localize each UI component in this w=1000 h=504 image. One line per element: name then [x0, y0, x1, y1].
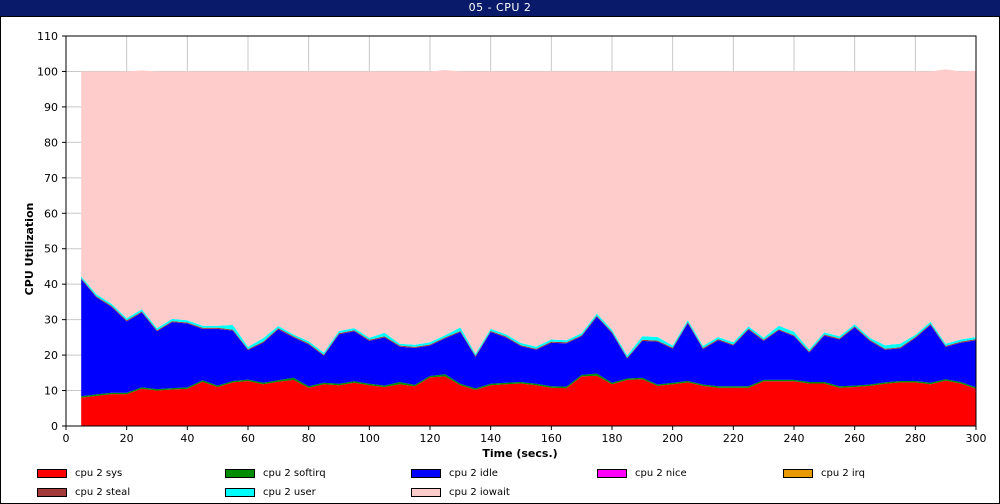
legend-label: cpu 2 idle: [449, 467, 498, 479]
x-tick-label: 120: [420, 432, 441, 445]
legend-item: cpu 2 sys: [37, 466, 122, 480]
x-tick-label: 60: [241, 432, 255, 445]
series-area-cpu-2-idle: [81, 279, 976, 397]
legend-swatch: [225, 487, 255, 497]
legend-swatch: [597, 468, 627, 478]
window-title: 05 - CPU 2: [468, 1, 532, 14]
x-tick-label: 100: [359, 432, 380, 445]
chart-frame: 0 20 40 60 80 100 120 140 160 180 200 220 240 260 280 3…: [0, 16, 1000, 504]
legend-label: cpu 2 softirq: [263, 467, 326, 479]
x-tick-label: 80: [302, 432, 316, 445]
chart-canvas: 0 20 40 60 80 100 120 140 160 180 200 220 240 260 280 3…: [23, 30, 987, 460]
x-tick-label: 160: [541, 432, 562, 445]
y-tick-label: 30: [44, 314, 58, 327]
x-tick-label: 260: [844, 432, 865, 445]
y-tick-label: 80: [44, 136, 58, 149]
legend-item: cpu 2 softirq: [225, 466, 326, 480]
y-tick-label: 100: [37, 65, 58, 78]
y-tick-label: 110: [37, 30, 58, 43]
x-tick-label: 240: [784, 432, 805, 445]
x-tick-label: 40: [180, 432, 194, 445]
legend-label: cpu 2 irq: [821, 467, 865, 479]
x-tick-label: 300: [966, 432, 987, 445]
x-tick-label: 0: [63, 432, 70, 445]
y-tick-label: 60: [44, 207, 58, 220]
series-area-cpu-2-sys: [81, 375, 976, 426]
legend-item: cpu 2 idle: [411, 466, 498, 480]
y-tick-label: 20: [44, 349, 58, 362]
legend-label: cpu 2 nice: [635, 467, 687, 479]
series-area-cpu-2-iowait: [81, 69, 976, 356]
y-tick-label: 40: [44, 278, 58, 291]
y-tick-label: 50: [44, 243, 58, 256]
legend-item: cpu 2 steal: [37, 485, 130, 499]
x-tick-label: 180: [602, 432, 623, 445]
x-tick-label: 200: [662, 432, 683, 445]
legend-swatch: [37, 487, 67, 497]
y-tick-label: 70: [44, 172, 58, 185]
y-tick-label: 90: [44, 101, 58, 114]
window-title-bar: 05 - CPU 2: [0, 0, 1000, 16]
legend-swatch: [411, 487, 441, 497]
x-tick-label: 280: [905, 432, 926, 445]
y-tick-label: 10: [44, 385, 58, 398]
legend-item: cpu 2 nice: [597, 466, 687, 480]
x-tick-label: 20: [120, 432, 134, 445]
legend-label: cpu 2 steal: [75, 486, 131, 498]
x-axis-title: Time (secs.): [482, 447, 557, 460]
x-tick-label: 140: [480, 432, 501, 445]
legend-label: cpu 2 sys: [75, 467, 123, 479]
legend-item: cpu 2 irq: [783, 466, 865, 480]
legend-swatch: [225, 468, 255, 478]
x-tick-label: 220: [723, 432, 744, 445]
plot-border: [65, 35, 977, 427]
legend-swatch: [783, 468, 813, 478]
y-tick-label: 0: [51, 420, 58, 433]
legend-swatch: [37, 468, 67, 478]
y-axis-title: CPU Utilization: [23, 203, 36, 296]
legend-label: cpu 2 iowait: [449, 486, 510, 498]
legend-item: cpu 2 user: [225, 485, 316, 499]
legend-item: cpu 2 iowait: [411, 485, 510, 499]
legend-swatch: [411, 468, 441, 478]
legend-label: cpu 2 user: [263, 486, 316, 498]
chart-legend: cpu 2 sys cpu 2 softirq cpu 2 idle cpu 2 ni…: [0, 464, 1000, 504]
